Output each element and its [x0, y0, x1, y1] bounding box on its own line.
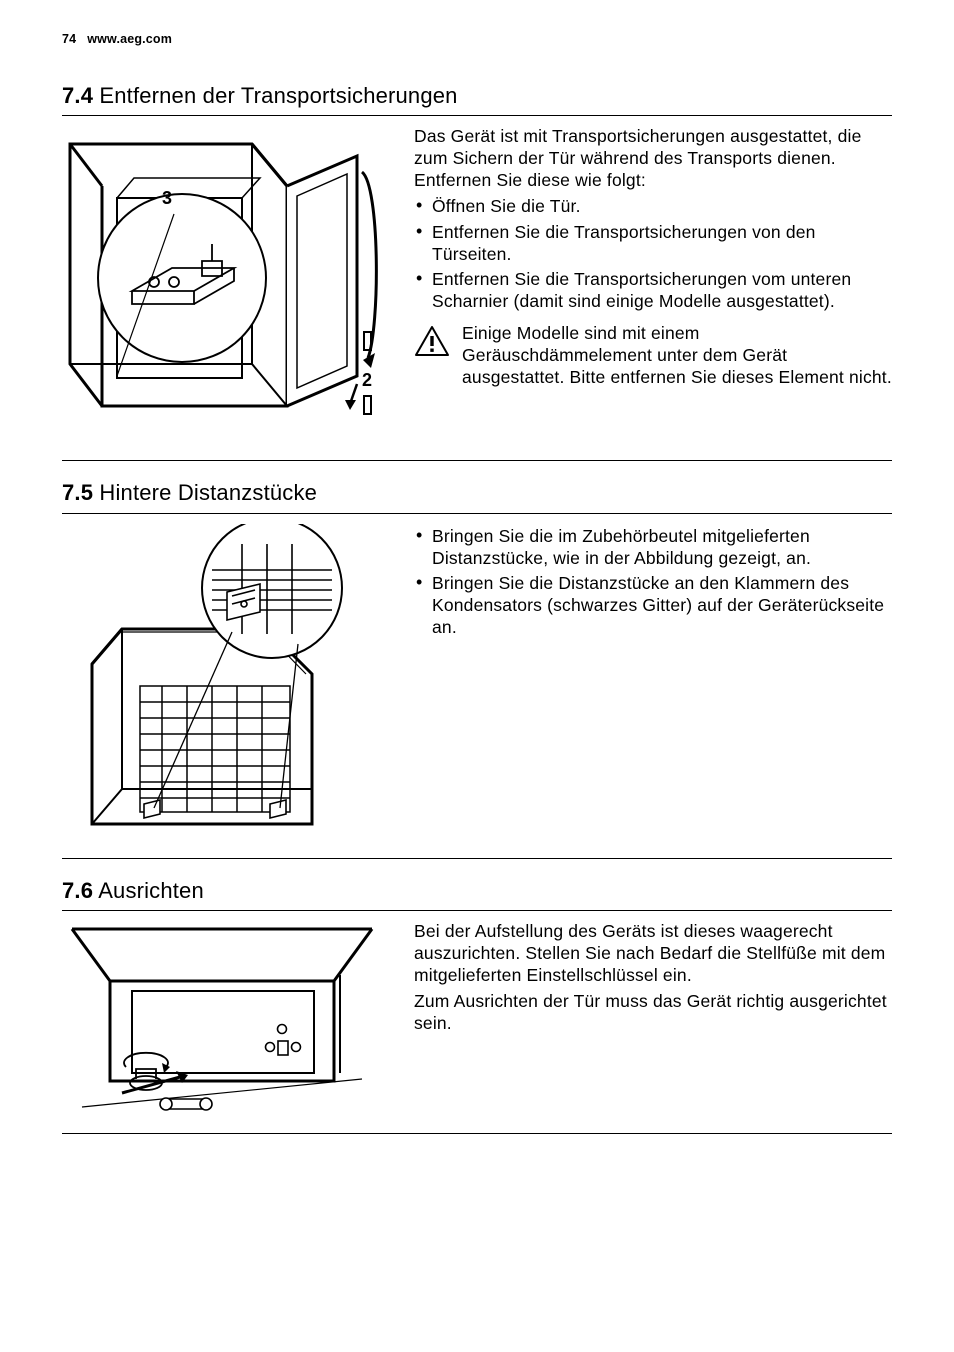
section-7-4: 7.4 Entfernen der Transportsicherungen	[62, 82, 892, 462]
figure-transport-locks: 3 2	[62, 126, 384, 448]
section-7-4-intro: Das Gerät ist mit Transportsicherungen a…	[414, 126, 892, 192]
fig-label-2: 2	[362, 370, 372, 390]
figure-levelling	[62, 921, 384, 1121]
section-heading-text: Entfernen der Transportsicherungen	[99, 83, 457, 108]
list-item: Öffnen Sie die Tür.	[414, 196, 892, 218]
page-number: 74	[62, 32, 76, 46]
figure-rear-spacers	[62, 524, 384, 846]
section-title-7-4: 7.4 Entfernen der Transportsicherungen	[62, 82, 892, 117]
list-item: Entfernen Sie die Transportsicherungen v…	[414, 222, 892, 266]
section-7-6-para1: Bei der Aufstellung des Geräts ist diese…	[414, 921, 892, 987]
page-header: 74 www.aeg.com	[62, 32, 892, 48]
section-7-6-text: Bei der Aufstellung des Geräts ist diese…	[414, 921, 892, 1038]
warning-icon	[414, 325, 450, 357]
header-site: www.aeg.com	[87, 32, 172, 46]
list-item: Bringen Sie die Distanzstücke an den Kla…	[414, 573, 892, 639]
section-7-4-list: Öffnen Sie die Tür. Entfernen Sie die Tr…	[414, 196, 892, 313]
warning-note: Einige Modelle sind mit einem Geräuschdä…	[414, 323, 892, 393]
fig-label-3: 3	[162, 188, 172, 208]
section-7-6-para2: Zum Ausrichten der Tür muss das Gerät ri…	[414, 991, 892, 1035]
section-7-5-text: Bringen Sie die im Zubehörbeutel mitgeli…	[414, 524, 892, 643]
section-7-4-text: Das Gerät ist mit Transportsicherungen a…	[414, 126, 892, 393]
section-7-5-list: Bringen Sie die im Zubehörbeutel mitgeli…	[414, 526, 892, 639]
section-7-6: 7.6 Ausrichten	[62, 877, 892, 1135]
section-title-7-5: 7.5 Hintere Distanzstücke	[62, 479, 892, 514]
section-number: 7.6	[62, 878, 93, 903]
section-heading-text: Hintere Distanzstücke	[99, 480, 317, 505]
section-heading-text: Ausrichten	[98, 878, 204, 903]
section-7-5: 7.5 Hintere Distanzstücke	[62, 479, 892, 859]
list-item: Entfernen Sie die Transportsicherungen v…	[414, 269, 892, 313]
list-item: Bringen Sie die im Zubehörbeutel mitgeli…	[414, 526, 892, 570]
warning-text: Einige Modelle sind mit einem Geräuschdä…	[462, 323, 892, 389]
section-number: 7.5	[62, 480, 93, 505]
section-title-7-6: 7.6 Ausrichten	[62, 877, 892, 912]
section-number: 7.4	[62, 83, 93, 108]
